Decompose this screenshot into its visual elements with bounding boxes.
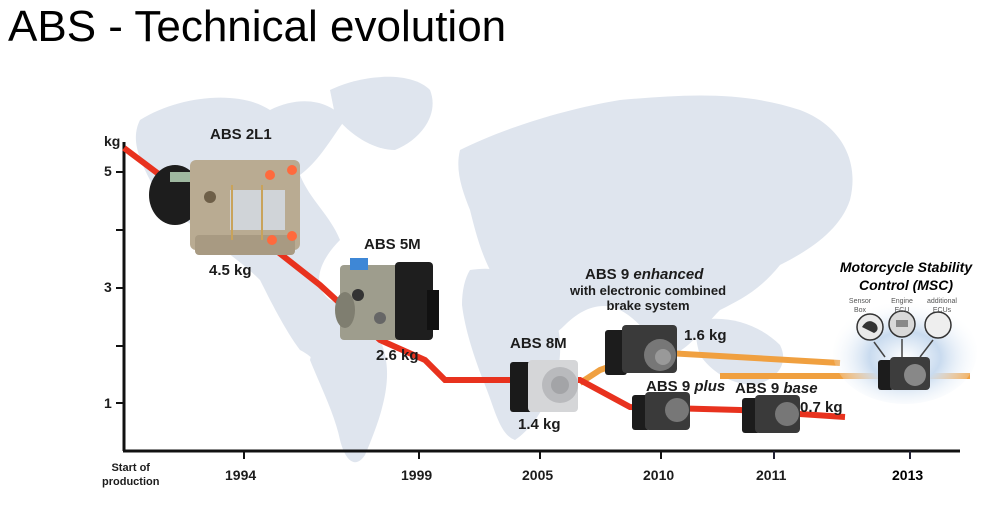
x-tick-label-2010: 2010 [643, 467, 675, 483]
y-tick-label-1: 1 [104, 395, 112, 411]
abs-9-enhanced-name-italic: enhanced [633, 266, 704, 283]
x-axis-title-line1: Start of [111, 462, 150, 474]
y-tick-label-3: 3 [104, 279, 112, 295]
abs-8m-device-image [510, 360, 578, 412]
msc-title: Motorcycle Stability Control (MSC) [826, 258, 986, 294]
msc-engine-ecu-label: Engine ECU [891, 298, 913, 314]
abs-9-base-name-main: ABS 9 [735, 380, 780, 397]
abs-9-plus-name: ABS 9 plus [646, 378, 725, 395]
abs-9-enhanced-device-image [605, 325, 677, 375]
abs-9-plus-device-image [632, 392, 690, 430]
y-axis-unit-label: kg [104, 133, 121, 149]
abs-9-base-weight: 0.7 kg [800, 399, 843, 416]
abs-9-enhanced-weight: 1.6 kg [684, 327, 727, 344]
y-tick-label-5: 5 [104, 163, 112, 179]
x-tick-label-2005: 2005 [522, 467, 554, 483]
msc-title-line2: Control (MSC) [858, 277, 954, 293]
abs-9-base-device-image [742, 395, 800, 433]
x-axis-ticks [243, 451, 911, 459]
x-axis-title: Start of production [102, 461, 159, 489]
x-tick-label-1994: 1994 [225, 467, 257, 483]
x-axis-title-line2: production [102, 476, 160, 488]
abs-5m-name: ABS 5M [364, 236, 421, 253]
abs-9-enhanced-desc-line1: with electronic combined [569, 283, 727, 298]
abs-5m-device-image [335, 258, 439, 340]
page-title: ABS - Technical evolution [8, 2, 507, 51]
msc-title-line1: Motorcycle Stability [839, 259, 973, 275]
y-axis-ticks [116, 171, 124, 404]
abs-9-base-name-italic: base [783, 380, 818, 397]
x-tick-label-1999: 1999 [401, 467, 433, 483]
abs-2l1-weight: 4.5 kg [209, 262, 252, 279]
msc-device-image [833, 300, 977, 404]
x-tick-label-2013: 2013 [892, 467, 924, 483]
x-tick-label-2011: 2011 [756, 467, 787, 483]
msc-additional-ecus-label: additional ECUs [927, 298, 957, 314]
abs-9-plus-name-main: ABS 9 [646, 378, 691, 395]
abs-2l1-name: ABS 2L1 [210, 126, 272, 143]
abs-9-enhanced-name-main: ABS 9 [585, 266, 630, 283]
abs-9-enhanced-description: with electronic combined brake system [568, 283, 728, 313]
abs-9-enhanced-desc-line2: brake system [606, 298, 690, 313]
abs-9-plus-name-italic: plus [694, 378, 726, 395]
abs-8m-weight: 1.4 kg [518, 416, 561, 433]
abs-9-base-name: ABS 9 base [735, 380, 818, 397]
abs-9-enhanced-name: ABS 9 enhanced [585, 266, 703, 283]
abs-2l1-device-image [149, 160, 300, 255]
abs-8m-name: ABS 8M [510, 335, 567, 352]
abs-5m-weight: 2.6 kg [376, 347, 419, 364]
msc-sensor-box-label: Sensor Box [848, 298, 872, 314]
